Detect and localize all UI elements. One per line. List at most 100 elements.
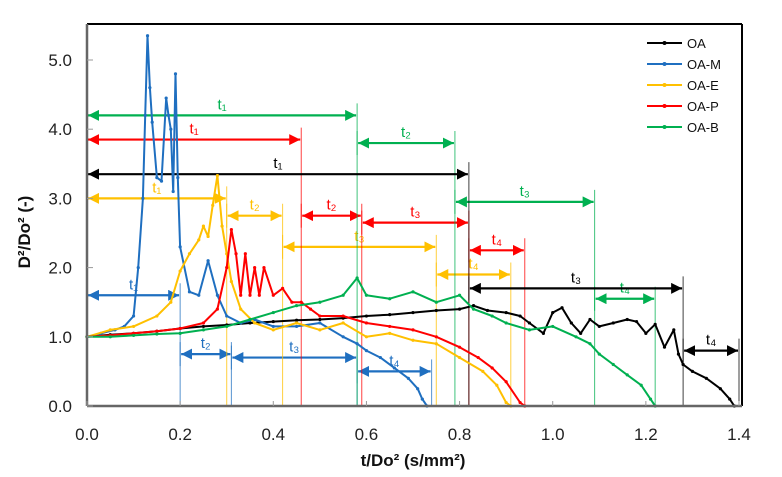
data-point	[201, 328, 206, 332]
data-point	[271, 324, 275, 329]
x-tick-label: 1.4	[727, 425, 751, 444]
data-point	[318, 314, 322, 318]
data-point	[551, 324, 555, 329]
y-axis-title: D²/Do² (-)	[15, 196, 34, 269]
data-point	[143, 113, 147, 117]
data-point	[388, 313, 392, 317]
data-point	[341, 335, 345, 339]
data-point	[690, 369, 695, 373]
data-point	[411, 338, 415, 342]
data-point	[341, 321, 345, 325]
duration-label: t₃	[520, 183, 530, 200]
data-point	[434, 335, 438, 339]
data-point	[271, 328, 275, 332]
data-point	[476, 355, 480, 360]
data-point	[294, 324, 299, 329]
data-point	[676, 352, 681, 356]
legend-marker	[662, 125, 667, 129]
duration-label: t₁	[152, 179, 161, 196]
data-point	[318, 321, 322, 325]
data-point	[155, 176, 159, 180]
legend-label: OA	[687, 36, 706, 51]
data-point	[392, 366, 396, 370]
data-point	[206, 259, 210, 263]
data-point	[229, 279, 233, 284]
legend-item-oa-p: OA-P	[647, 99, 719, 114]
x-tick-label: 0.6	[355, 425, 379, 444]
data-point	[215, 293, 219, 297]
data-point	[388, 324, 392, 329]
data-point	[471, 304, 476, 308]
data-point	[611, 321, 615, 325]
data-point	[648, 397, 653, 401]
data-point	[644, 331, 648, 335]
data-point	[197, 238, 201, 242]
data-point	[551, 310, 555, 315]
data-point	[355, 342, 359, 346]
data-point	[457, 345, 462, 349]
duration-label: t₃	[289, 339, 299, 356]
data-point	[299, 300, 303, 304]
data-point	[215, 173, 219, 178]
data-point	[411, 310, 415, 315]
duration-label: t₄	[492, 231, 502, 248]
data-point	[341, 293, 345, 297]
data-point	[271, 319, 275, 324]
data-point	[588, 317, 592, 322]
data-point	[220, 224, 224, 228]
legend-marker	[662, 104, 667, 108]
data-point	[434, 308, 438, 313]
data-point	[166, 113, 171, 117]
data-point	[355, 276, 359, 280]
data-point	[625, 317, 629, 322]
data-point	[411, 290, 415, 294]
data-point	[481, 369, 485, 373]
data-point	[364, 349, 369, 353]
data-point	[364, 321, 369, 325]
duration-label: t₂	[401, 124, 411, 141]
duration-annotation-oa-m: t₂	[179, 335, 232, 406]
x-tick-label: 1.2	[634, 425, 658, 444]
plot-frame	[87, 23, 743, 406]
y-tick-label: 5.0	[48, 51, 72, 70]
data-point	[416, 387, 420, 391]
duration-label: t₁	[189, 121, 198, 138]
data-point	[206, 234, 210, 239]
duration-label: t₁	[129, 276, 138, 293]
data-point	[457, 355, 462, 360]
duration-label: t₃	[571, 269, 581, 286]
data-point	[248, 293, 252, 297]
data-point	[527, 321, 532, 325]
data-point	[411, 328, 415, 332]
data-point	[178, 269, 182, 273]
series-oa-p	[85, 227, 527, 408]
data-point	[541, 331, 546, 335]
duration-label: t₂	[201, 335, 211, 352]
data-point	[178, 331, 182, 335]
data-point	[588, 342, 592, 346]
data-point	[243, 252, 247, 256]
data-point	[239, 293, 243, 297]
data-point	[253, 266, 257, 270]
legend-item-oa: OA	[647, 36, 706, 51]
data-point	[294, 304, 299, 308]
data-point	[490, 314, 494, 318]
data-point	[504, 321, 508, 325]
data-point	[388, 331, 392, 335]
data-point	[131, 324, 136, 329]
data-point	[504, 380, 508, 384]
data-point	[639, 383, 643, 387]
data-point	[136, 266, 140, 270]
data-point	[420, 397, 424, 401]
data-point	[197, 293, 201, 297]
data-point	[148, 86, 152, 90]
series-oa-e	[85, 173, 513, 408]
data-point	[248, 321, 252, 325]
legend-label: OA-B	[687, 120, 719, 135]
data-point	[560, 306, 564, 310]
data-point	[201, 224, 206, 228]
data-point	[364, 314, 369, 318]
duration-label: t₁	[273, 155, 282, 172]
data-point	[574, 335, 578, 339]
data-point	[504, 400, 508, 405]
